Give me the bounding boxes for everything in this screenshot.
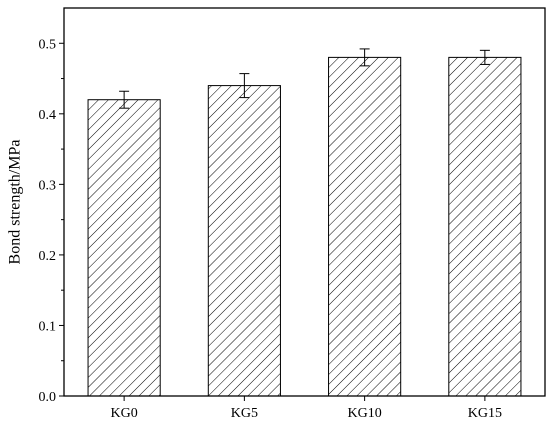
bars-layer <box>87 56 522 397</box>
error-bar-kg0 <box>119 90 130 109</box>
bar-kg15 <box>448 56 522 397</box>
x-tick-label-kg5: KG5 <box>231 406 258 421</box>
x-tick-label-kg0: KG0 <box>111 406 138 421</box>
y-axis-label: Bond strength/MPa <box>7 140 24 265</box>
bar-kg10 <box>328 56 402 397</box>
error-bar-kg15 <box>479 49 490 65</box>
error-bar-kg5 <box>239 73 250 99</box>
bar-kg0 <box>87 99 161 397</box>
error-bars-layer <box>119 48 490 109</box>
x-tick-label-kg15: KG15 <box>468 406 502 421</box>
y-tick-label-5: 0.5 <box>39 37 57 52</box>
y-tick-label-1: 0.1 <box>39 319 57 334</box>
y-tick-label-2: 0.2 <box>39 249 57 264</box>
plot-frame <box>63 7 546 397</box>
error-bar-kg10 <box>359 48 370 67</box>
bar-kg5 <box>207 85 281 397</box>
y-axis: 0.0 0.1 0.2 0.3 0.4 0.5 <box>39 37 64 405</box>
y-tick-label-0: 0.0 <box>39 390 57 405</box>
y-tick-label-4: 0.4 <box>39 108 57 123</box>
y-tick-label-3: 0.3 <box>39 178 57 193</box>
x-tick-label-kg10: KG10 <box>348 406 382 421</box>
x-axis: KG0 KG5 KG10 KG15 <box>111 396 502 421</box>
